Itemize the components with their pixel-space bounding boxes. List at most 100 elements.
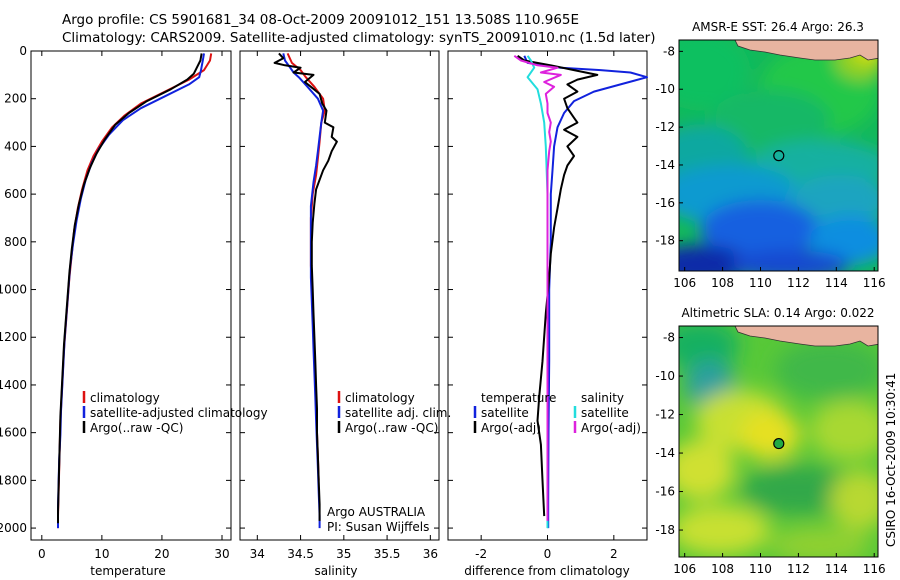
legend-label-climatology: climatology bbox=[90, 391, 160, 405]
legend-label-climatology: climatology bbox=[345, 391, 415, 405]
temperature-series-argo-raw-qc bbox=[57, 53, 203, 524]
difference-series-temperature-satellite bbox=[523, 55, 648, 529]
temperature-series-climatology bbox=[57, 53, 213, 529]
salinity-x-tick-label: 34.5 bbox=[287, 547, 314, 561]
sla-map-x-ticks: 106 108 110 112 114 116 bbox=[673, 553, 886, 576]
argo-program-label: Argo AUSTRALIA bbox=[327, 505, 426, 519]
legend-label-temp-satellite: satellite bbox=[481, 406, 529, 420]
legend-label-temp-argo: Argo(-adj) bbox=[481, 421, 541, 435]
difference-x-ticks: -2 0 2 bbox=[475, 51, 618, 561]
sst-argo-position-marker bbox=[773, 150, 785, 162]
temperature-series bbox=[57, 53, 213, 529]
sst-x-tick-label: 110 bbox=[749, 276, 772, 290]
difference-series bbox=[513, 54, 648, 529]
sst-y-tick-label: -8 bbox=[663, 44, 675, 58]
sst-y-tick-label: -14 bbox=[655, 158, 675, 172]
salinity-plot-frame bbox=[239, 50, 440, 541]
temperature-y-tick-label: 800 bbox=[4, 235, 27, 249]
legend-label-satellite: satellite-adjusted climatology bbox=[90, 406, 268, 420]
salinity-series-climatology bbox=[286, 52, 326, 481]
temperature-y-tick-label: 0 bbox=[19, 44, 27, 58]
sla-map-y-ticks: -8 -10 -12 -14 -16 -18 bbox=[655, 331, 683, 537]
sst-y-tick-label: -18 bbox=[655, 234, 675, 248]
temperature-plot-frame bbox=[30, 50, 232, 541]
sst-field bbox=[679, 40, 878, 271]
difference-x-tick-label: -2 bbox=[475, 547, 487, 561]
salinity-x-tick-label: 36 bbox=[423, 547, 438, 561]
temperature-x-label: temperature bbox=[90, 564, 165, 578]
salinity-x-tick-label: 35.5 bbox=[374, 547, 401, 561]
sla-y-tick-label: -12 bbox=[655, 408, 675, 422]
java-coastline bbox=[734, 326, 878, 347]
difference-legend: temperature satellite Argo(-adj) salinit… bbox=[473, 391, 641, 435]
salinity-panel: 34 34.5 35 35.5 36 salinity climatology sate… bbox=[239, 50, 451, 578]
sla-y-tick-label: -10 bbox=[655, 369, 675, 383]
sla-map-title: Altimetric SLA: 0.14 Argo: 0.022 bbox=[681, 306, 874, 320]
sst-map-x-ticks: 106 108 110 112 114 116 bbox=[673, 267, 886, 290]
difference-series-salinity-argo-adj bbox=[513, 54, 562, 521]
temperature-y-tick-label: 400 bbox=[4, 139, 27, 153]
legend-label-sal-satellite: satellite bbox=[581, 406, 629, 420]
legend-label-satellite: satellite adj. clim. bbox=[345, 406, 451, 420]
figure-title-line1: Argo profile: CS 5901681_34 08-Oct-2009 … bbox=[62, 12, 579, 28]
salinity-series-argo-raw-qc bbox=[273, 52, 338, 521]
temperature-x-tick-label: 0 bbox=[38, 547, 46, 561]
sst-y-tick-label: -16 bbox=[655, 196, 675, 210]
sla-map-frame bbox=[678, 325, 879, 558]
sla-x-tick-label: 114 bbox=[825, 562, 848, 576]
csiro-timestamp: CSIRO 16-Oct-2009 10:30:41 bbox=[884, 373, 898, 547]
salinity-series bbox=[273, 52, 338, 529]
temperature-x-tick-label: 10 bbox=[94, 547, 109, 561]
temperature-y-tick-label: 1800 bbox=[0, 473, 27, 487]
sla-x-tick-label: 110 bbox=[749, 562, 772, 576]
sst-map-frame bbox=[678, 39, 879, 272]
sst-x-tick-label: 114 bbox=[825, 276, 848, 290]
legend-label-argo: Argo(..raw -QC) bbox=[90, 421, 183, 435]
figure-title-line2: Climatology: CARS2009. Satellite-adjuste… bbox=[62, 30, 655, 46]
temperature-series-satellite-adjusted-climatology bbox=[57, 53, 205, 529]
temperature-panel: 0 10 20 30 0 200 400 600 800 1000 1200 1400 1600 180… bbox=[0, 44, 268, 578]
sst-x-tick-label: 112 bbox=[787, 276, 810, 290]
sst-y-tick-label: -10 bbox=[655, 82, 675, 96]
temperature-y-tick-label: 2000 bbox=[0, 521, 27, 535]
salinity-legend: climatology satellite adj. clim. Argo(..… bbox=[337, 391, 451, 435]
legend-label-sal-argo: Argo(-adj) bbox=[581, 421, 641, 435]
sst-argo-marker bbox=[773, 150, 785, 162]
java-coastline bbox=[734, 40, 878, 61]
sla-x-tick-label: 106 bbox=[673, 562, 696, 576]
temperature-y-tick-label: 1600 bbox=[0, 426, 27, 440]
salinity-y-ticks bbox=[240, 50, 439, 529]
sst-x-tick-label: 106 bbox=[673, 276, 696, 290]
difference-x-label: difference from climatology bbox=[464, 564, 630, 578]
difference-y-ticks bbox=[448, 50, 647, 529]
salinity-x-tick-label: 34 bbox=[250, 547, 265, 561]
temperature-x-tick-label: 20 bbox=[154, 547, 169, 561]
sst-y-tick-label: -12 bbox=[655, 120, 675, 134]
difference-panel: -2 0 2 difference from climatology tempera… bbox=[447, 50, 648, 578]
sla-argo-position-marker bbox=[773, 437, 785, 450]
sst-x-tick-label: 108 bbox=[711, 276, 734, 290]
sla-y-tick-label: -16 bbox=[655, 485, 675, 499]
sla-argo-marker bbox=[773, 437, 785, 450]
temperature-y-tick-label: 1400 bbox=[0, 378, 27, 392]
salinity-x-tick-label: 35 bbox=[336, 547, 351, 561]
temperature-legend: climatology satellite-adjusted climatolo… bbox=[82, 391, 268, 435]
temperature-y-tick-label: 200 bbox=[4, 92, 27, 106]
salinity-x-label: salinity bbox=[314, 564, 357, 578]
temperature-x-ticks: 0 10 20 30 bbox=[38, 51, 230, 561]
difference-series-temperature-argo-adj bbox=[517, 54, 599, 517]
difference-x-tick-label: 2 bbox=[610, 547, 618, 561]
temperature-x-tick-label: 30 bbox=[214, 547, 229, 561]
temperature-y-tick-label: 1000 bbox=[0, 283, 27, 297]
sla-map-panel: Altimetric SLA: 0.14 Argo: 0.022 106 108 1… bbox=[655, 306, 886, 576]
sla-y-tick-label: -14 bbox=[655, 446, 675, 460]
sst-x-tick-label: 116 bbox=[863, 276, 886, 290]
sst-map-title: AMSR-E SST: 26.4 Argo: 26.3 bbox=[692, 20, 864, 34]
salinity-x-ticks: 34 34.5 35 35.5 36 bbox=[250, 51, 438, 561]
sla-x-tick-label: 112 bbox=[787, 562, 810, 576]
sst-map-y-ticks: -8 -10 -12 -14 -16 -18 bbox=[655, 44, 683, 248]
sla-x-tick-label: 116 bbox=[863, 562, 886, 576]
sla-y-tick-label: -18 bbox=[655, 523, 675, 537]
argo-pi-label: PI: Susan Wijffels bbox=[327, 520, 429, 534]
